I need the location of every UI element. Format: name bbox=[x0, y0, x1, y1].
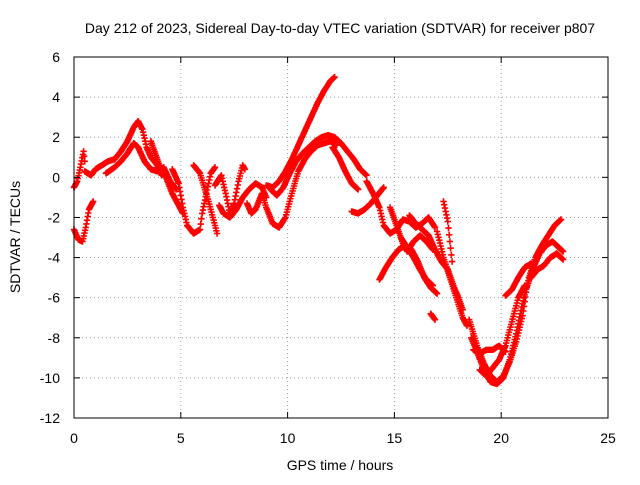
data-track-27 bbox=[527, 250, 567, 281]
x-tick-label: 20 bbox=[493, 430, 509, 446]
y-axis-label: SDTVAR / TECUs bbox=[7, 181, 23, 293]
x-tick-label: 25 bbox=[600, 430, 616, 446]
data-track-17 bbox=[397, 234, 436, 289]
data-track-12 bbox=[329, 144, 362, 193]
plot-frame bbox=[73, 56, 609, 419]
data-markers bbox=[476, 282, 528, 380]
y-tick-label: 0 bbox=[52, 169, 60, 185]
data-markers bbox=[440, 198, 456, 265]
data-markers bbox=[243, 138, 340, 231]
x-tick-label: 10 bbox=[280, 430, 296, 446]
x-tick-label: 0 bbox=[70, 430, 78, 446]
data-track-4 bbox=[147, 138, 187, 217]
y-tick-label: -6 bbox=[48, 290, 61, 306]
data-markers bbox=[397, 234, 436, 289]
x-tick-label: 15 bbox=[387, 430, 403, 446]
data-track-2 bbox=[81, 118, 165, 179]
data-markers bbox=[267, 132, 370, 199]
data-markers bbox=[81, 118, 165, 179]
y-tick-label: -12 bbox=[40, 410, 60, 426]
data-track-26 bbox=[502, 260, 535, 299]
data-markers bbox=[211, 162, 249, 217]
data-track-6 bbox=[190, 162, 221, 237]
data-track-10 bbox=[263, 73, 338, 191]
data-track-23 bbox=[468, 216, 565, 388]
data-track-25 bbox=[476, 282, 528, 380]
y-tick-label: -8 bbox=[48, 330, 61, 346]
data-markers bbox=[263, 73, 338, 191]
y-tick-label: -10 bbox=[40, 370, 60, 386]
data-track-11 bbox=[267, 132, 370, 199]
y-tick-label: 4 bbox=[52, 89, 60, 105]
data-markers bbox=[147, 138, 187, 217]
x-axis-label: GPS time / hours bbox=[287, 457, 394, 473]
data-markers bbox=[468, 216, 565, 388]
data-track-19 bbox=[433, 228, 471, 329]
y-tick-label: -2 bbox=[48, 209, 61, 225]
data-markers bbox=[216, 180, 270, 221]
data-track-7 bbox=[211, 162, 249, 217]
y-tick-label: 6 bbox=[52, 49, 60, 65]
data-markers bbox=[427, 310, 439, 323]
data-markers bbox=[433, 228, 471, 329]
data-markers bbox=[329, 144, 362, 193]
chart-title: Day 212 of 2023, Sidereal Day-to-day VTE… bbox=[85, 20, 595, 36]
y-tick-label: -4 bbox=[48, 250, 61, 266]
x-tick-label: 5 bbox=[177, 430, 185, 446]
data-markers bbox=[527, 250, 567, 281]
y-tick-label: 2 bbox=[52, 129, 60, 145]
data-track-8 bbox=[216, 180, 270, 221]
data-markers bbox=[502, 260, 535, 299]
data-markers bbox=[190, 162, 221, 237]
tick-layer: 0 5 10 15 20 25 -12 -10 -8 -6 -4 -2 0 2 4 6 bbox=[40, 49, 616, 446]
data-track-20 bbox=[427, 310, 439, 323]
data-track-21 bbox=[440, 198, 456, 265]
data-track-9 bbox=[243, 138, 340, 231]
